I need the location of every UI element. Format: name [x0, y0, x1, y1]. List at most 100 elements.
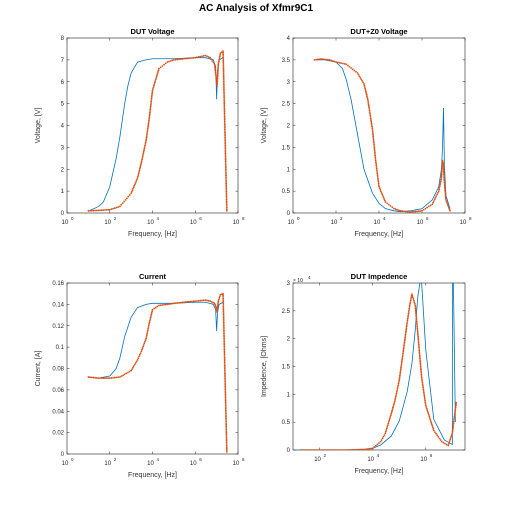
y-tick-label: 0.06	[52, 388, 64, 394]
data-point	[418, 356, 421, 358]
chart-title: Current	[139, 272, 167, 281]
data-point	[417, 340, 420, 342]
data-point	[146, 127, 149, 130]
data-point	[204, 54, 207, 57]
data-point	[223, 118, 226, 121]
x-tick-label: 10	[314, 457, 321, 463]
data-point	[374, 159, 377, 162]
data-point	[225, 420, 228, 423]
data-point	[113, 207, 116, 209]
data-point	[317, 449, 319, 450]
data-point	[447, 443, 450, 445]
data-point	[222, 313, 225, 316]
data-point	[399, 371, 402, 374]
data-point	[222, 303, 225, 306]
data-point	[217, 298, 220, 301]
data-point	[329, 449, 332, 450]
data-point	[318, 449, 321, 450]
x-axis-label: Frequency, [Hz]	[355, 231, 404, 238]
data-point	[107, 208, 110, 211]
data-point	[449, 209, 451, 212]
data-point	[373, 151, 376, 154]
y-tick-label: 0.02	[52, 431, 64, 437]
data-point	[368, 447, 371, 450]
data-point	[146, 331, 149, 333]
data-point	[223, 125, 226, 128]
data-point	[413, 301, 416, 303]
data-point	[222, 77, 225, 80]
data-point	[376, 174, 379, 177]
data-point	[138, 167, 141, 170]
data-point	[154, 80, 157, 83]
data-point	[342, 449, 344, 450]
data-point	[222, 324, 225, 327]
data-point	[112, 207, 115, 210]
data-point	[325, 58, 328, 61]
data-point	[421, 383, 424, 386]
data-point	[400, 360, 403, 363]
data-point	[375, 164, 378, 167]
data-point	[225, 182, 228, 185]
data-point	[418, 352, 421, 355]
data-point	[382, 435, 385, 438]
data-point	[404, 333, 407, 336]
data-point	[369, 114, 372, 117]
data-point	[415, 315, 418, 318]
x-axis-label: Frequency, [Hz]	[128, 231, 177, 238]
data-point	[140, 163, 142, 166]
data-point	[422, 388, 425, 390]
data-point	[218, 297, 221, 299]
data-point	[102, 209, 105, 211]
data-point	[134, 362, 137, 364]
data-point	[371, 130, 374, 133]
data-point	[216, 80, 219, 83]
data-point	[419, 360, 422, 363]
data-point	[225, 436, 228, 439]
data-point	[417, 338, 420, 341]
data-point	[216, 82, 219, 84]
data-point	[418, 354, 421, 357]
data-point	[443, 179, 446, 182]
data-point	[147, 121, 150, 123]
data-point	[441, 169, 443, 171]
data-point	[407, 311, 410, 313]
y-multiplier-exponent: 4	[308, 275, 311, 280]
data-point	[424, 401, 427, 404]
data-point	[169, 60, 172, 62]
data-point	[443, 171, 445, 174]
data-point	[224, 133, 226, 136]
data-point	[440, 177, 443, 179]
data-point	[222, 66, 225, 68]
data-point	[145, 138, 148, 141]
data-point	[223, 327, 225, 330]
data-point	[219, 53, 221, 56]
x-tick-exponent: 6	[199, 457, 202, 462]
data-point	[223, 350, 226, 353]
data-point	[145, 135, 148, 138]
data-point	[406, 321, 409, 323]
data-point	[410, 293, 413, 296]
data-point	[215, 306, 218, 309]
data-point	[92, 209, 95, 212]
data-point	[179, 301, 182, 304]
series-line	[88, 301, 224, 379]
data-point	[442, 168, 445, 171]
data-point	[447, 206, 450, 209]
data-point	[150, 313, 153, 316]
data-point	[213, 302, 216, 305]
data-point	[139, 166, 142, 169]
data-point	[222, 51, 225, 54]
data-point	[222, 315, 225, 317]
data-point	[155, 75, 158, 78]
data-point	[396, 208, 399, 211]
data-point	[434, 431, 436, 434]
data-point	[141, 348, 143, 351]
data-point	[223, 334, 225, 337]
data-point	[224, 166, 227, 169]
data-point	[225, 195, 228, 198]
data-point	[309, 449, 312, 450]
data-point	[225, 414, 227, 417]
data-point	[223, 93, 225, 96]
data-point	[100, 209, 103, 212]
